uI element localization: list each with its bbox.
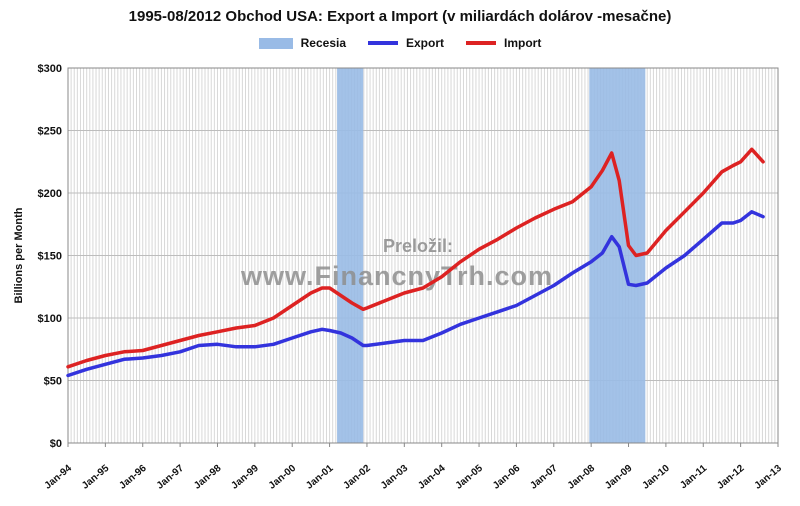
x-tick-label: Jan-09 bbox=[603, 463, 635, 492]
x-tick-label: Jan-06 bbox=[491, 463, 523, 492]
x-tick-label: Jan-07 bbox=[528, 463, 560, 492]
x-tick-label: Jan-99 bbox=[229, 463, 261, 492]
x-tick-label: Jan-97 bbox=[155, 463, 187, 492]
legend-label-import: Import bbox=[504, 36, 542, 50]
legend-item-recession: Recesia bbox=[258, 36, 346, 50]
legend-swatch-export bbox=[368, 41, 398, 45]
y-tick-label: $300 bbox=[38, 63, 62, 75]
recession-band bbox=[337, 68, 364, 443]
series-line-import bbox=[66, 147, 765, 369]
x-tick-label: Jan-12 bbox=[715, 463, 747, 492]
chart-title: 1995-08/2012 Obchod USA: Export a Import… bbox=[128, 8, 672, 25]
x-tick-label: Jan-94 bbox=[43, 463, 75, 492]
y-tick-label: $0 bbox=[50, 438, 62, 450]
x-tick-label: Jan-03 bbox=[379, 463, 411, 492]
x-tick-label: Jan-98 bbox=[192, 463, 224, 492]
y-tick-label: $250 bbox=[38, 126, 62, 138]
x-tick-label: Jan-95 bbox=[80, 463, 112, 492]
x-tick-label: Jan-05 bbox=[454, 463, 486, 492]
series-line-export bbox=[66, 210, 765, 378]
x-tick-label: Jan-04 bbox=[416, 463, 448, 492]
x-tick-label: Jan-01 bbox=[304, 463, 336, 492]
x-tick-label: Jan-02 bbox=[342, 463, 374, 492]
y-tick-label: $50 bbox=[44, 376, 62, 388]
watermark-line1: Preložil: bbox=[383, 236, 453, 256]
chart-legend: Recesia Export Import bbox=[0, 36, 800, 50]
plot-border bbox=[67, 67, 779, 444]
legend-swatch-import bbox=[466, 41, 497, 45]
x-tick-label: Jan-11 bbox=[678, 463, 709, 492]
y-tick-label: $150 bbox=[38, 251, 62, 263]
x-tick-label: Jan-13 bbox=[753, 463, 785, 492]
legend-item-import: Import bbox=[466, 36, 541, 50]
x-tick-label: Jan-10 bbox=[640, 463, 672, 492]
y-tick-label: $200 bbox=[38, 188, 62, 200]
x-tick-label: Jan-08 bbox=[566, 463, 598, 492]
legend-swatch-recession bbox=[258, 37, 293, 49]
x-tick-label: Jan-96 bbox=[117, 463, 149, 492]
legend-label-export: Export bbox=[406, 36, 445, 50]
x-tick-label: Jan-00 bbox=[267, 463, 299, 492]
y-tick-label: $100 bbox=[38, 313, 62, 325]
watermark-line2: www.FinancnyTrh.com bbox=[240, 261, 553, 291]
y-axis-label: Billions per Month bbox=[13, 207, 25, 303]
legend-label-recession: Recesia bbox=[300, 36, 346, 50]
legend-item-export: Export bbox=[368, 36, 444, 50]
